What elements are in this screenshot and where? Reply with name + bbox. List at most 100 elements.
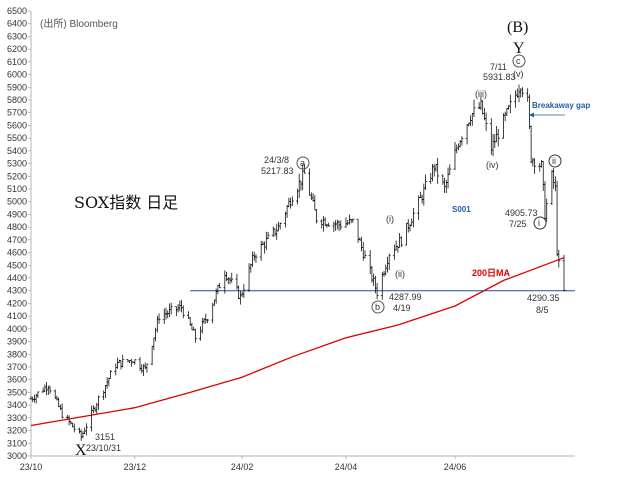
ohlc-bar (259, 240, 263, 261)
ohlc-bar (167, 303, 171, 317)
ohlc-bar (57, 397, 61, 408)
ohlc-bar (271, 226, 275, 238)
y-tick-label: 5100 (7, 184, 27, 194)
ohlc-bar (41, 387, 45, 393)
y-tick-label: 5400 (7, 146, 27, 156)
ohlc-bar (337, 220, 341, 231)
ohlc-bar (155, 315, 159, 333)
ohlc-bar (432, 164, 436, 177)
ohlc-bar (95, 402, 99, 414)
ohlc-bar (422, 183, 426, 206)
ohlc-bar (55, 395, 59, 401)
ohlc-bar (93, 406, 97, 412)
ohlc-bar (225, 271, 229, 282)
ohlc-bar (114, 363, 118, 376)
jul25-date-label: 7/25 (509, 219, 527, 229)
ohlc-bar (508, 94, 512, 114)
y-tick-label: 6000 (7, 70, 27, 80)
ohlc-bar (48, 385, 52, 394)
ohlc-bar (405, 222, 409, 246)
x-tick-label: 24/04 (335, 462, 358, 472)
ohlc-bar (562, 254, 566, 292)
ohlc-bar (550, 169, 554, 205)
ohlc-bar (162, 308, 166, 324)
x-tick-label: 24/06 (444, 462, 467, 472)
ohlc-bar (206, 318, 210, 324)
ohlc-bar (121, 354, 125, 368)
wave-a-label: a (300, 158, 305, 168)
ohlc-bar (526, 88, 530, 102)
ohlc-bar (116, 357, 120, 369)
ohlc-bar (394, 240, 398, 251)
ohlc-bar (251, 251, 255, 268)
y-tick-label: 5300 (7, 159, 27, 169)
y-tick-label: 5900 (7, 82, 27, 92)
ohlc-bar (540, 159, 544, 168)
ohlc-bar (384, 264, 388, 276)
ohlc-bar (297, 173, 301, 198)
ohlc-bar (242, 283, 246, 299)
ohlc-bar (327, 222, 331, 227)
y-tick-label: 3400 (7, 400, 27, 410)
ohlc-bar (45, 382, 49, 396)
ohlc-bar (441, 174, 445, 185)
ohlc-bar (143, 362, 147, 370)
ohlc-bar (90, 405, 94, 432)
wave-X-label: X (75, 442, 87, 459)
ohlc-bar (152, 337, 156, 351)
y-tick-label: 3900 (7, 337, 27, 347)
y-tick-label: 5800 (7, 95, 27, 105)
ohlc-bar (505, 107, 509, 116)
ohlc-bar (517, 84, 521, 103)
wave-iv-label: (iv) (486, 160, 499, 170)
ohlc-bar (301, 164, 305, 191)
ohlc-bar (199, 326, 203, 341)
ohlc-bar (344, 217, 348, 228)
wave-b-circle (371, 300, 385, 314)
y-tick-label: 5700 (7, 108, 27, 118)
y-tick-label: 4800 (7, 222, 27, 232)
ma200-line (30, 257, 565, 427)
ohlc-bar (368, 250, 372, 275)
source-label: (出所) Bloomberg (40, 17, 118, 30)
ohlc-bar (553, 176, 557, 192)
ohlc-bar (212, 299, 216, 306)
y-tick-label: 6500 (7, 6, 27, 16)
ohlc-bar (363, 250, 367, 259)
ohlc-bar (247, 263, 251, 292)
ohlc-bar (102, 390, 106, 401)
y-tick-label: 3600 (7, 375, 27, 385)
price-series (29, 84, 566, 441)
ohlc-bar (503, 111, 507, 122)
y-axis: 3000 3100 3200 3300 3400 3500 3600 3700 3800 3900… (7, 6, 32, 461)
ohlc-bar (557, 249, 561, 268)
ohlc-bar (501, 113, 505, 139)
y-tick-label: 5600 (7, 120, 27, 130)
ohlc-bar (109, 369, 113, 379)
ohlc-bar (181, 305, 185, 319)
ohlc-bar (325, 224, 329, 228)
ohlc-bar (249, 263, 253, 273)
ohlc-bar (424, 174, 428, 190)
ohlc-bar (470, 112, 474, 126)
y-tick-label: 3200 (7, 426, 27, 436)
ohlc-bar (399, 236, 403, 248)
high-date-label: 7/11 (490, 62, 507, 72)
y-tick-label: 4000 (7, 324, 27, 334)
y-tick-label: 4200 (7, 298, 27, 308)
ohlc-bar (77, 427, 81, 434)
ohlc-bar (60, 403, 64, 419)
y-tick-label: 6300 (7, 31, 27, 41)
ohlc-bar (166, 310, 170, 319)
ohlc-bar (496, 128, 500, 147)
ohlc-bar (527, 94, 531, 130)
ohlc-bar (117, 359, 121, 363)
ohlc-bar (46, 385, 50, 396)
x-tick-label: 24/02 (231, 462, 254, 472)
ohlc-bar (79, 429, 83, 441)
ohlc-bar (484, 112, 488, 132)
ohlc-bar (472, 99, 476, 118)
ohlc-bar (157, 313, 161, 324)
y-tick-label: 4600 (7, 248, 27, 258)
ohlc-bar (119, 360, 123, 370)
